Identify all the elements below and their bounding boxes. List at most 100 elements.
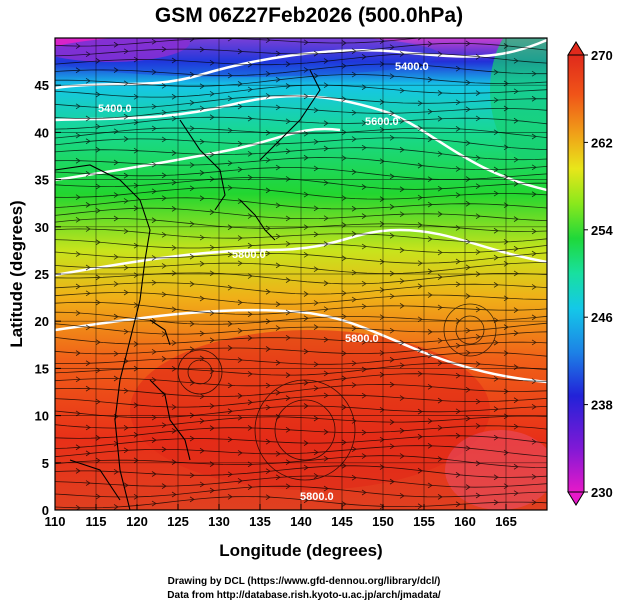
streamline-arrow bbox=[209, 176, 215, 182]
streamline-arrow bbox=[189, 435, 195, 442]
streamline-arrow bbox=[465, 40, 471, 47]
x-axis-label: Longitude (degrees) bbox=[219, 541, 382, 560]
streamline-arrow bbox=[389, 478, 395, 485]
streamline-arrow bbox=[227, 345, 233, 351]
streamline-arrow bbox=[123, 264, 129, 271]
streamline-arrow bbox=[531, 250, 537, 257]
streamline-arrow bbox=[85, 480, 91, 486]
colorbar-tick-label: 262 bbox=[591, 135, 613, 150]
streamline-arrow bbox=[465, 176, 471, 182]
streamline-arrow bbox=[171, 459, 177, 465]
credit-data: Data from http://database.rish.kyoto-u.a… bbox=[167, 590, 441, 601]
streamline-arrow bbox=[85, 385, 91, 392]
streamline-arrow bbox=[475, 361, 481, 367]
streamline-arrow bbox=[209, 403, 215, 409]
streamline-arrow bbox=[475, 183, 481, 189]
streamline-arrow bbox=[455, 408, 461, 415]
streamline-arrow bbox=[465, 293, 471, 299]
streamline-arrow bbox=[417, 370, 423, 377]
streamline-arrow bbox=[399, 211, 405, 218]
streamline-arrow bbox=[113, 159, 119, 166]
streamline-arrow bbox=[171, 179, 177, 186]
streamline-arrow bbox=[323, 241, 329, 247]
contour-label: 5800.0 bbox=[300, 491, 334, 503]
streamline-arrow bbox=[437, 360, 443, 367]
circulation bbox=[455, 315, 485, 345]
streamline-arrow bbox=[427, 201, 433, 208]
streamline-arrow bbox=[531, 499, 537, 506]
streamline-arrow bbox=[532, 38, 533, 39]
streamline-arrow bbox=[303, 154, 309, 161]
streamline-arrow bbox=[361, 339, 367, 345]
streamline-arrow bbox=[323, 336, 329, 343]
streamline-arrow bbox=[465, 106, 471, 113]
streamline-arrow bbox=[475, 333, 481, 340]
streamline-arrow bbox=[503, 144, 509, 151]
contour-label: 5800.0 bbox=[345, 333, 379, 345]
streamline-arrow bbox=[285, 459, 291, 466]
streamline-arrow bbox=[247, 371, 253, 377]
y-tick-label: 15 bbox=[35, 361, 49, 376]
streamline-arrow bbox=[351, 296, 357, 303]
streamline-arrow bbox=[151, 255, 157, 261]
streamline-arrow bbox=[247, 242, 253, 249]
borneo-coastline bbox=[69, 459, 121, 501]
streamline-arrow bbox=[465, 264, 471, 271]
streamline-arrow bbox=[189, 281, 195, 287]
streamline-arrow bbox=[113, 281, 119, 287]
streamline-arrow bbox=[351, 325, 357, 332]
streamline-arrow bbox=[95, 299, 101, 306]
streamline-arrow bbox=[161, 172, 167, 179]
streamline-arrow bbox=[493, 69, 499, 75]
streamline-arrow bbox=[513, 156, 519, 163]
streamline-arrow bbox=[437, 115, 443, 122]
streamline-arrow bbox=[361, 392, 367, 399]
streamline-arrow bbox=[237, 450, 243, 456]
circulation bbox=[254, 379, 356, 481]
streamline-arrow bbox=[189, 253, 195, 260]
streamline-arrow bbox=[503, 413, 509, 420]
streamline-arrow bbox=[133, 242, 139, 249]
streamline-arrow bbox=[379, 503, 385, 510]
streamline-arrow bbox=[85, 360, 91, 367]
streamline-arrow bbox=[95, 183, 101, 190]
streamline-arrow bbox=[275, 104, 281, 111]
streamline-arrow bbox=[171, 150, 177, 156]
x-tick-label: 150 bbox=[372, 514, 394, 529]
streamline-arrow bbox=[303, 224, 309, 231]
streamline-arrow bbox=[275, 389, 281, 396]
streamline-arrow bbox=[531, 164, 537, 171]
streamline-arrow bbox=[95, 146, 101, 153]
streamline-arrow bbox=[285, 118, 291, 125]
streamline-arrow bbox=[95, 58, 101, 64]
streamline-arrow bbox=[95, 493, 101, 500]
streamline-arrow bbox=[361, 213, 367, 219]
streamline-arrow bbox=[285, 309, 291, 316]
streamline-arrow bbox=[351, 474, 357, 481]
x-tick-label: 135 bbox=[249, 514, 271, 529]
streamline-arrow bbox=[227, 224, 233, 231]
streamline-arrow bbox=[465, 327, 471, 334]
streamline-arrow bbox=[531, 191, 537, 198]
streamline-arrow bbox=[513, 490, 519, 497]
streamline-arrow bbox=[161, 109, 167, 116]
streamline-arrow bbox=[379, 221, 385, 227]
streamline-arrow bbox=[379, 258, 385, 265]
streamline-arrow bbox=[123, 328, 129, 335]
streamline-arrow bbox=[313, 50, 319, 57]
streamline-arrow bbox=[275, 164, 281, 171]
streamline-arrow bbox=[123, 136, 129, 142]
streamline-arrow bbox=[437, 397, 443, 404]
streamline-arrow bbox=[237, 103, 243, 110]
y-tick-label: 20 bbox=[35, 314, 49, 329]
streamline-arrow bbox=[427, 418, 433, 424]
streamline-arrow bbox=[189, 162, 195, 168]
streamline-arrow bbox=[85, 202, 91, 208]
streamline-arrow bbox=[247, 399, 253, 406]
colorbar-ticks: 230 238 246 254 262 270 bbox=[584, 48, 613, 500]
graticule bbox=[55, 38, 547, 510]
streamline-arrow bbox=[237, 299, 243, 306]
streamline-arrow bbox=[237, 414, 243, 421]
streamline-arrow bbox=[513, 397, 519, 404]
streamline-arrow bbox=[95, 435, 101, 441]
